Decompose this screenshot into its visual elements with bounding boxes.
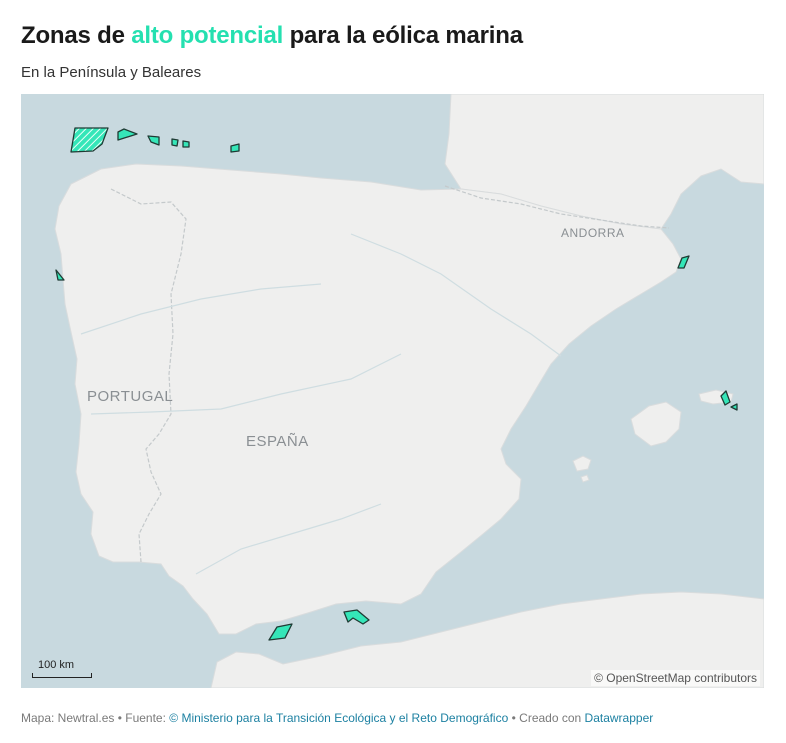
land-mallorca bbox=[630, 401, 682, 447]
zone-asturias-1[interactable] bbox=[147, 135, 160, 146]
map-attribution[interactable]: © OpenStreetMap contributors bbox=[591, 670, 760, 686]
footer-prefix: Mapa: Newtral.es • Fuente: bbox=[21, 711, 166, 725]
border-portugal bbox=[110, 188, 187, 563]
zone-menorca-2[interactable] bbox=[730, 403, 738, 411]
zone-alboran-1[interactable] bbox=[343, 609, 370, 625]
label-espana: ESPAÑA bbox=[246, 433, 309, 450]
title-part-2: para la eólica marina bbox=[289, 22, 523, 49]
chart-title: Zonas de alto potencial para la eólica m… bbox=[21, 22, 523, 50]
land-ibiza bbox=[572, 455, 592, 472]
map-svg[interactable]: PORTUGAL ESPAÑA ANDORRA bbox=[21, 94, 764, 688]
chart-subtitle: En la Península y Baleares bbox=[21, 64, 202, 81]
title-part-1: Zonas de bbox=[21, 22, 125, 49]
zone-asturias-2[interactable] bbox=[171, 138, 179, 147]
map[interactable]: PORTUGAL ESPAÑA ANDORRA 100 km © OpenStr… bbox=[21, 94, 764, 688]
footer-middle: • Creado con bbox=[511, 711, 582, 725]
zone-galicia-west[interactable] bbox=[55, 269, 65, 281]
source-link[interactable]: © Ministerio para la Transición Ecológic… bbox=[169, 711, 509, 725]
zone-cantabria[interactable] bbox=[230, 143, 240, 153]
land-africa bbox=[210, 591, 764, 688]
title-highlight: alto potencial bbox=[131, 22, 284, 49]
river-duero bbox=[80, 283, 322, 335]
zone-menorca-1[interactable] bbox=[720, 390, 731, 406]
wind-zones bbox=[55, 127, 738, 641]
label-portugal: PORTUGAL bbox=[87, 388, 173, 405]
zone-alboran-2[interactable] bbox=[268, 623, 293, 641]
datawrapper-link[interactable]: Datawrapper bbox=[584, 711, 654, 725]
river-guadalquivir bbox=[195, 503, 382, 575]
scale-bar: 100 km bbox=[32, 659, 92, 678]
zone-galicia-north-hatched[interactable] bbox=[70, 127, 109, 153]
river-tajo bbox=[90, 353, 402, 415]
scale-bar-line bbox=[32, 673, 92, 678]
footer-credits: Mapa: Newtral.es • Fuente: © Ministerio … bbox=[21, 711, 653, 725]
zone-galicia-2[interactable] bbox=[117, 128, 138, 141]
land-formentera bbox=[580, 474, 590, 483]
zone-asturias-3[interactable] bbox=[182, 140, 190, 148]
land-iberia bbox=[54, 163, 682, 635]
label-andorra: ANDORRA bbox=[561, 226, 625, 240]
border-pyrenees bbox=[444, 185, 670, 229]
zone-cataluna[interactable] bbox=[677, 255, 690, 269]
scale-label: 100 km bbox=[38, 659, 75, 671]
river-ebro bbox=[350, 233, 562, 357]
